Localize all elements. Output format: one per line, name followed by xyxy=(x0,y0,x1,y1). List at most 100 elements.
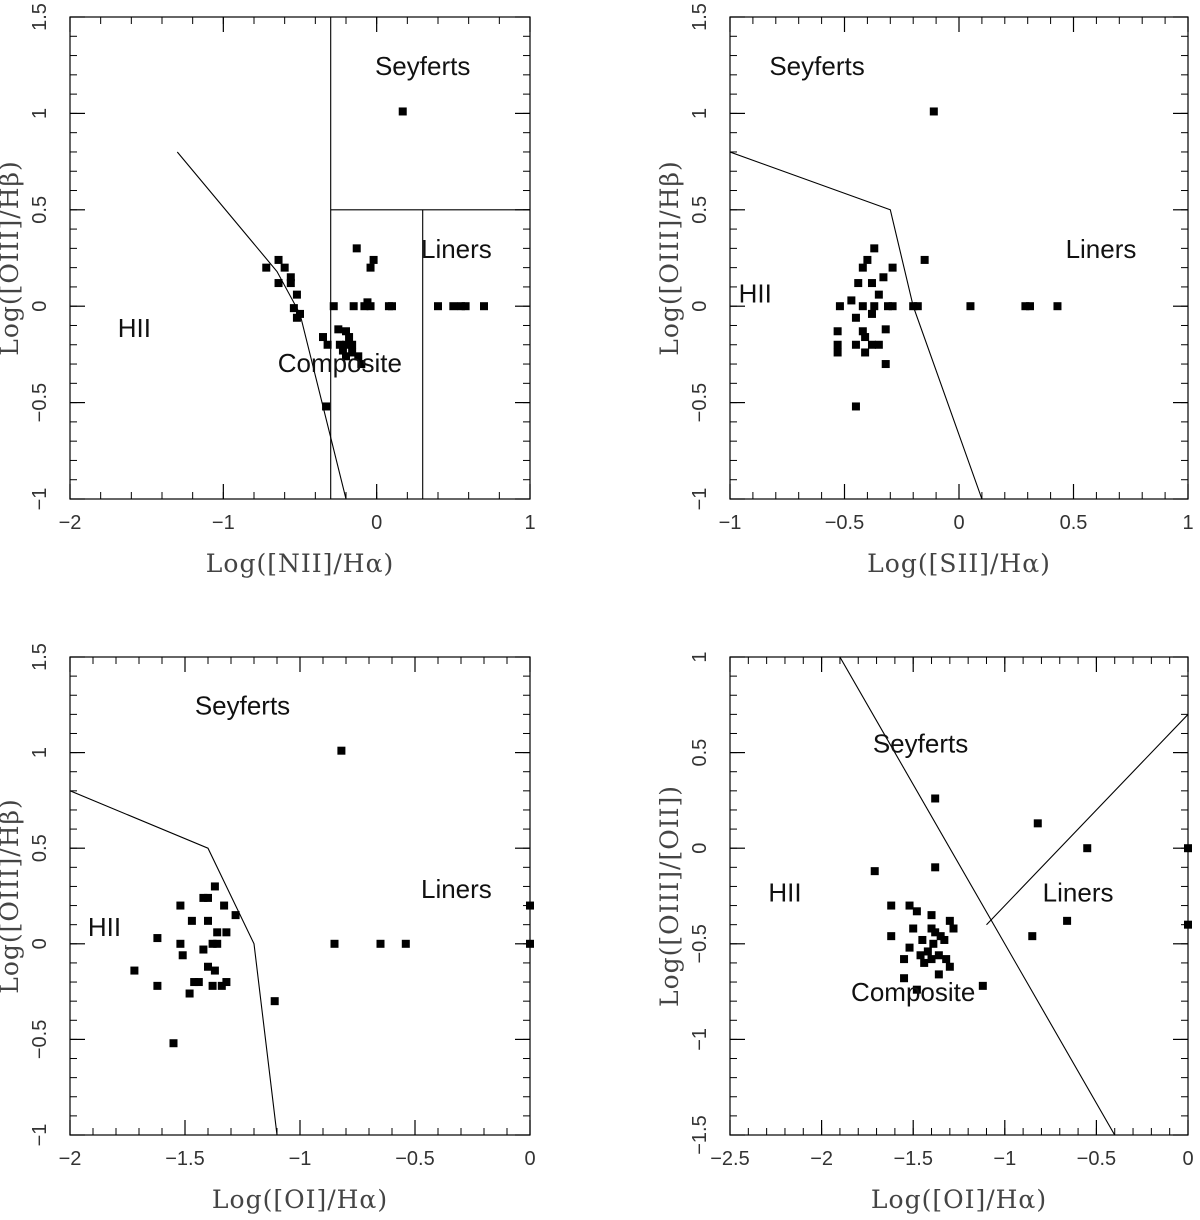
y-axis-label: Log([OIII]/Hβ) xyxy=(0,798,24,993)
data-point xyxy=(153,981,162,990)
y-tick-label: 1 xyxy=(29,108,51,119)
data-point xyxy=(931,928,940,937)
data-point xyxy=(918,935,927,944)
data-point xyxy=(208,981,217,990)
data-point xyxy=(194,978,203,987)
data-point xyxy=(978,981,987,990)
y-tick-label: −0.5 xyxy=(689,924,711,963)
region-label: Liners xyxy=(421,234,492,264)
data-point xyxy=(905,901,914,910)
demarcation-line xyxy=(176,151,347,499)
data-point xyxy=(369,255,378,264)
data-point xyxy=(210,882,219,891)
data-point xyxy=(199,893,208,902)
data-point xyxy=(854,279,863,288)
y-tick-label: −0.5 xyxy=(29,1020,51,1059)
data-point xyxy=(345,333,354,342)
y-tick-label: 0.5 xyxy=(29,834,51,862)
data-point xyxy=(863,255,872,264)
data-point xyxy=(879,273,888,282)
data-point xyxy=(931,794,940,803)
x-tick-label: −1.5 xyxy=(165,1148,204,1170)
data-point xyxy=(861,333,870,342)
x-axis-label: Log([OI]/Hα) xyxy=(212,1185,388,1214)
data-point xyxy=(213,928,222,937)
data-point xyxy=(913,302,922,311)
data-point xyxy=(887,932,896,941)
y-axis-label: Log([OIII]/Hβ) xyxy=(0,160,24,355)
data-point xyxy=(176,939,185,948)
data-point xyxy=(130,966,139,975)
y-tick-label: −1.5 xyxy=(689,1115,711,1154)
region-label: Seyferts xyxy=(769,51,864,81)
data-point xyxy=(851,313,860,322)
data-point xyxy=(342,352,350,361)
plot-frame xyxy=(69,16,531,500)
region-label: HII xyxy=(768,878,801,908)
data-point xyxy=(231,911,240,920)
data-point xyxy=(1083,844,1092,853)
x-axis-label: Log([SII]/Hα) xyxy=(867,549,1051,578)
region-label: Composite xyxy=(851,977,975,1007)
data-point xyxy=(323,340,332,349)
y-tick-label: −1 xyxy=(689,488,711,511)
region-label: HII xyxy=(118,313,151,343)
data-point xyxy=(870,244,879,253)
region-label: Seyferts xyxy=(195,690,290,720)
data-point xyxy=(169,1039,178,1048)
x-tick-label: 0 xyxy=(953,512,964,534)
x-axis-label: Log([NII]/Hα) xyxy=(206,549,394,578)
plot-frame xyxy=(729,656,1189,1136)
data-point xyxy=(940,935,949,944)
data-point xyxy=(1021,302,1030,311)
data-point xyxy=(1184,920,1192,929)
data-point xyxy=(329,302,338,311)
data-point xyxy=(274,255,283,264)
x-tick-label: 0.5 xyxy=(1060,512,1088,534)
data-point xyxy=(178,951,187,960)
data-point xyxy=(912,907,921,916)
x-tick-label: −0.5 xyxy=(825,512,864,534)
y-tick-label: −0.5 xyxy=(689,383,711,422)
data-point xyxy=(1053,302,1062,311)
data-point xyxy=(457,302,465,311)
data-point xyxy=(366,263,375,272)
data-point xyxy=(931,863,940,872)
data-point xyxy=(1184,844,1192,853)
x-tick-label: −1 xyxy=(993,1148,1016,1170)
x-tick-label: 0 xyxy=(524,1148,535,1170)
data-point xyxy=(934,951,943,960)
data-point xyxy=(942,955,951,964)
data-point xyxy=(1028,932,1037,941)
data-point xyxy=(934,970,943,979)
data-point xyxy=(874,290,883,299)
data-point xyxy=(835,302,844,311)
data-point xyxy=(204,916,212,925)
data-point xyxy=(352,244,361,253)
x-tick-label: −0.5 xyxy=(395,1148,434,1170)
y-tick-label: 0.5 xyxy=(29,196,51,224)
data-point xyxy=(330,939,339,948)
x-tick-label: −1 xyxy=(289,1148,312,1170)
data-point xyxy=(204,893,212,902)
demarcation-line xyxy=(730,151,983,499)
data-point xyxy=(916,951,925,960)
data-point xyxy=(357,360,366,369)
x-tick-label: −1 xyxy=(719,512,742,534)
data-point xyxy=(366,302,375,311)
data-point xyxy=(388,302,396,311)
region-label: Liners xyxy=(1066,234,1137,264)
data-point xyxy=(888,263,897,272)
data-point xyxy=(927,955,936,964)
data-point xyxy=(833,340,842,349)
data-point xyxy=(286,273,295,282)
x-tick-label: −2 xyxy=(59,1148,82,1170)
data-point xyxy=(480,302,488,311)
data-point xyxy=(949,924,958,933)
y-tick-label: 0 xyxy=(689,301,711,312)
data-point xyxy=(190,978,199,987)
data-point xyxy=(337,746,346,755)
data-point xyxy=(434,302,442,311)
data-point xyxy=(187,916,196,925)
